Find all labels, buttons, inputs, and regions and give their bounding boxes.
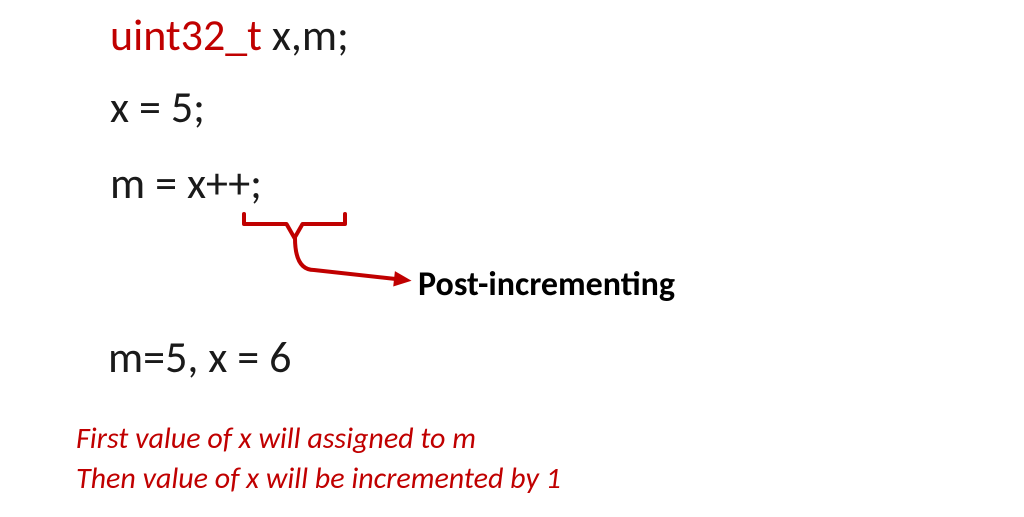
note-line-1: First value of x will assigned to m bbox=[76, 420, 476, 457]
code-line-1-rest: x,m; bbox=[262, 8, 349, 62]
diagram-stage: uint32_t x,m; x = 5; m = x++; Post-incre… bbox=[0, 0, 1024, 517]
code-line-3: m = x++; bbox=[110, 156, 262, 210]
note-line-2: Then value of x will be incremented by 1 bbox=[76, 460, 561, 497]
callout-label: Post-incrementing bbox=[418, 264, 675, 305]
code-line-4: m=5, x = 6 bbox=[108, 330, 291, 384]
type-keyword: uint32_t bbox=[110, 8, 262, 62]
code-line-1: uint32_t x,m; bbox=[110, 8, 349, 62]
code-line-2: x = 5; bbox=[110, 80, 205, 134]
